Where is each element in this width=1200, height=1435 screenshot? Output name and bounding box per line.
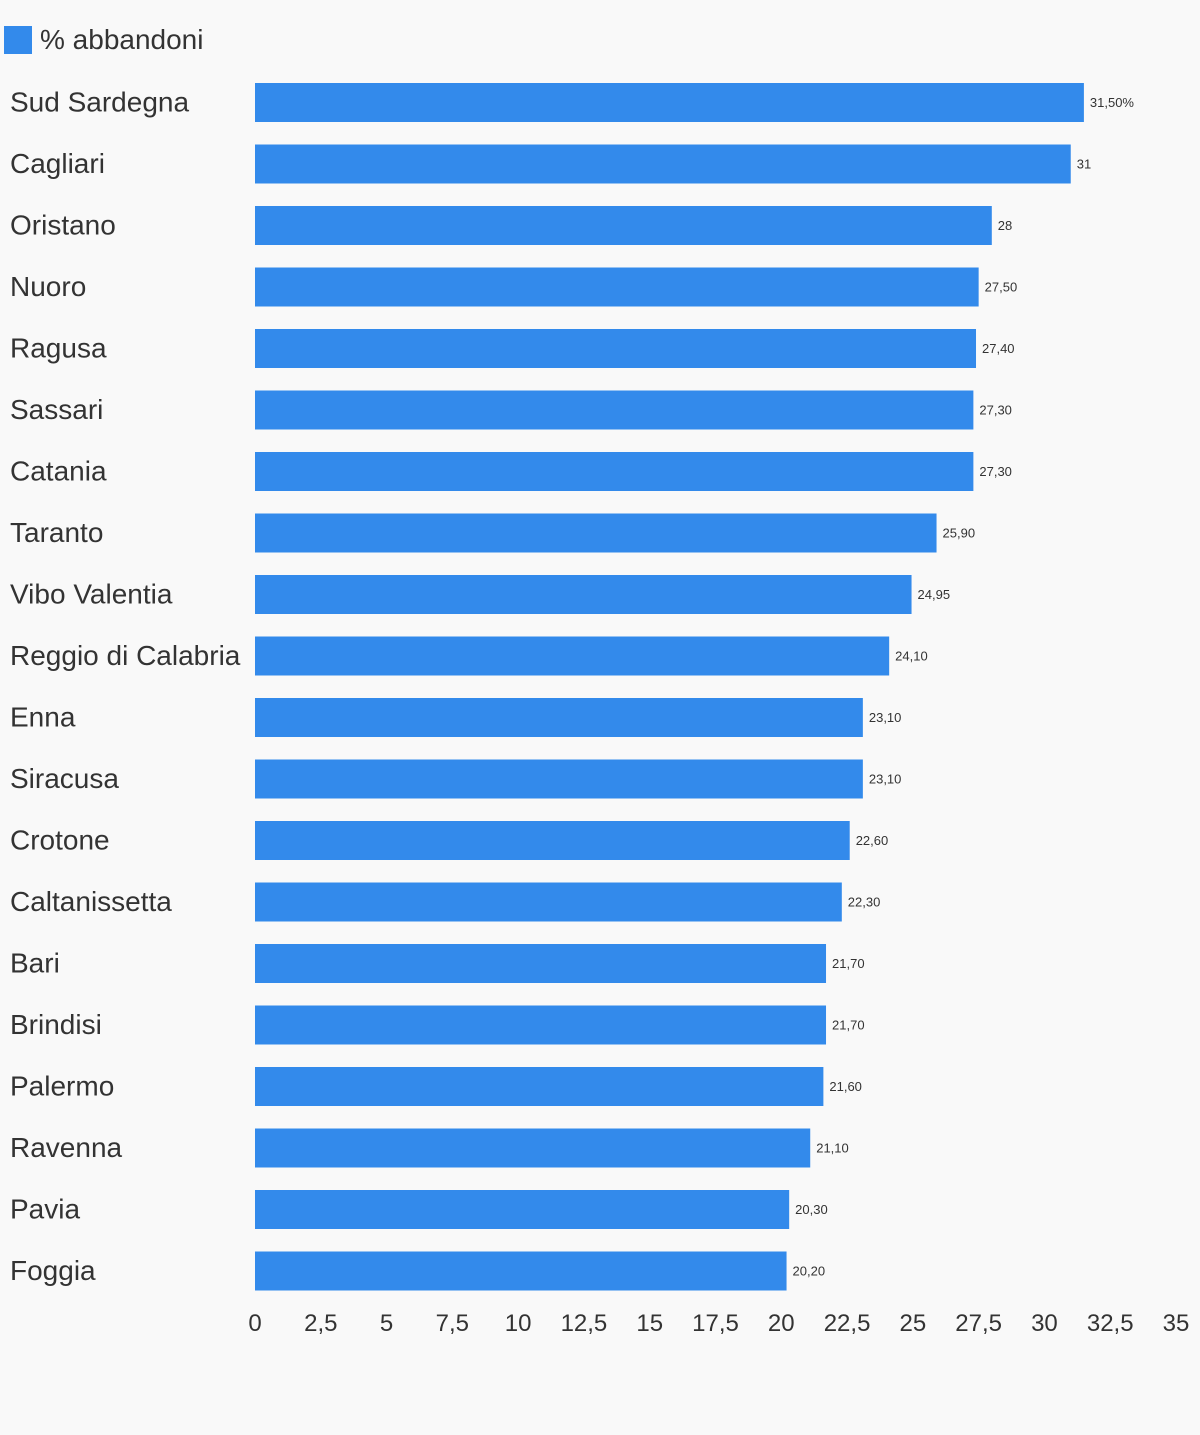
data-label: 27,30 — [979, 464, 1012, 479]
bar — [255, 452, 974, 491]
bar — [255, 1251, 787, 1291]
bar — [255, 144, 1071, 184]
x-tick-label: 7,5 — [436, 1310, 469, 1337]
category-label: Crotone — [10, 825, 110, 856]
data-label: 21,10 — [816, 1141, 849, 1156]
bar — [255, 882, 842, 922]
data-label: 25,90 — [943, 526, 976, 541]
category-label: Vibo Valentia — [10, 579, 173, 610]
bar — [255, 329, 977, 368]
data-label: 23,10 — [869, 772, 902, 787]
category-label: Enna — [10, 702, 76, 733]
data-label: 31 — [1077, 157, 1091, 172]
bar — [255, 759, 863, 799]
x-tick-label: 2,5 — [304, 1310, 337, 1337]
category-label: Palermo — [10, 1071, 114, 1102]
category-label: Nuoro — [10, 271, 86, 302]
bar — [255, 1190, 790, 1229]
legend: % abbandoni — [4, 24, 203, 56]
category-label: Pavia — [10, 1194, 80, 1225]
x-tick-label: 12,5 — [561, 1310, 608, 1337]
x-tick-label: 17,5 — [692, 1310, 739, 1337]
bar — [255, 1128, 811, 1168]
category-label: Taranto — [10, 517, 103, 548]
category-label: Sud Sardegna — [10, 87, 189, 118]
category-label: Oristano — [10, 210, 116, 241]
category-label: Caltanissetta — [10, 886, 172, 917]
bar — [255, 513, 937, 553]
data-label: 27,50 — [985, 280, 1018, 295]
legend-label: % abbandoni — [40, 24, 204, 55]
category-label: Reggio di Calabria — [10, 640, 241, 671]
category-label: Brindisi — [10, 1009, 102, 1040]
data-label: 21,70 — [832, 1018, 865, 1033]
category-label: Bari — [10, 948, 60, 979]
category-label: Cagliari — [10, 148, 105, 179]
bar — [255, 267, 979, 307]
data-label: 21,70 — [832, 956, 865, 971]
category-label: Catania — [10, 456, 107, 487]
data-label: 21,60 — [829, 1079, 862, 1094]
bar — [255, 698, 863, 737]
category-label: Ravenna — [10, 1132, 123, 1163]
data-label: 20,20 — [793, 1264, 826, 1279]
bar — [255, 575, 912, 614]
x-tick-label: 10 — [505, 1310, 532, 1337]
data-label: 20,30 — [795, 1202, 828, 1217]
x-tick-label: 0 — [248, 1310, 261, 1337]
bar — [255, 206, 992, 245]
bar — [255, 1005, 827, 1045]
bar — [255, 821, 850, 860]
data-label: 24,95 — [918, 587, 951, 602]
data-label: 22,60 — [856, 833, 889, 848]
x-tick-label: 35 — [1163, 1310, 1190, 1337]
bar — [255, 83, 1084, 122]
bar — [255, 636, 890, 676]
x-tick-label: 30 — [1031, 1310, 1058, 1337]
data-label: 31,50% — [1090, 95, 1135, 110]
x-tick-label: 15 — [636, 1310, 663, 1337]
x-tick-label: 25 — [900, 1310, 927, 1337]
category-label: Sassari — [10, 394, 103, 425]
bar — [255, 944, 827, 983]
x-tick-label: 22,5 — [824, 1310, 871, 1337]
data-label: 27,40 — [982, 341, 1015, 356]
category-label: Foggia — [10, 1255, 96, 1286]
category-label: Siracusa — [10, 763, 119, 794]
data-label: 23,10 — [869, 710, 902, 725]
data-label: 27,30 — [979, 403, 1012, 418]
legend-swatch — [4, 26, 32, 54]
data-label: 24,10 — [895, 649, 928, 664]
x-tick-label: 20 — [768, 1310, 795, 1337]
bar — [255, 390, 974, 430]
data-label: 28 — [998, 218, 1012, 233]
bar — [255, 1067, 824, 1106]
x-tick-label: 5 — [380, 1310, 393, 1337]
x-tick-label: 27,5 — [955, 1310, 1002, 1337]
x-tick-label: 32,5 — [1087, 1310, 1134, 1337]
data-label: 22,30 — [848, 895, 881, 910]
category-label: Ragusa — [10, 333, 107, 364]
